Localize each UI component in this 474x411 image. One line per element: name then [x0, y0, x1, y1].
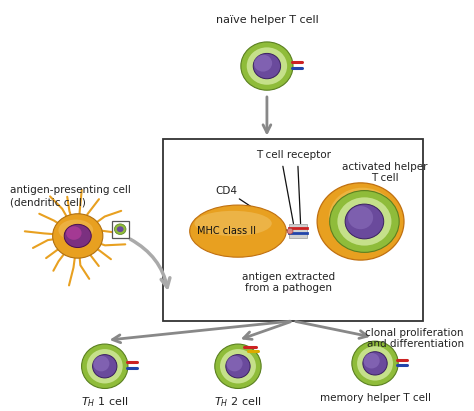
- Text: antigen extracted
from a pathogen: antigen extracted from a pathogen: [242, 272, 335, 293]
- Ellipse shape: [220, 349, 256, 383]
- Ellipse shape: [226, 355, 250, 378]
- Ellipse shape: [227, 356, 243, 372]
- Text: naïve helper T cell: naïve helper T cell: [216, 15, 319, 25]
- Ellipse shape: [66, 226, 82, 240]
- Text: clonal proliferation
and differentiation: clonal proliferation and differentiation: [365, 328, 464, 349]
- Ellipse shape: [87, 349, 123, 383]
- Ellipse shape: [53, 214, 103, 258]
- Ellipse shape: [114, 224, 126, 235]
- Ellipse shape: [82, 344, 128, 388]
- Bar: [163, 139, 423, 321]
- Bar: [289, 224, 307, 238]
- Ellipse shape: [337, 197, 392, 246]
- Ellipse shape: [117, 226, 124, 232]
- Text: activated helper
T cell: activated helper T cell: [342, 162, 428, 183]
- Ellipse shape: [254, 55, 272, 72]
- Ellipse shape: [215, 344, 261, 388]
- Ellipse shape: [352, 341, 398, 386]
- Ellipse shape: [345, 204, 384, 239]
- Ellipse shape: [364, 353, 380, 369]
- Ellipse shape: [328, 188, 396, 247]
- Text: antigen-presenting cell
(dendritic cell): antigen-presenting cell (dendritic cell): [10, 185, 131, 208]
- Bar: [111, 221, 129, 238]
- Ellipse shape: [58, 219, 93, 241]
- Ellipse shape: [287, 228, 293, 234]
- Text: T cell receptor: T cell receptor: [256, 150, 331, 160]
- Ellipse shape: [241, 42, 293, 90]
- Ellipse shape: [357, 346, 393, 381]
- Ellipse shape: [194, 211, 272, 236]
- Text: $T_H$ 2 cell: $T_H$ 2 cell: [214, 395, 262, 409]
- Text: CD4: CD4: [216, 186, 238, 196]
- Ellipse shape: [348, 206, 373, 229]
- Ellipse shape: [190, 205, 286, 257]
- Ellipse shape: [247, 47, 287, 85]
- Ellipse shape: [92, 355, 117, 378]
- Text: memory helper T cell: memory helper T cell: [319, 393, 430, 403]
- Ellipse shape: [363, 352, 387, 375]
- Ellipse shape: [253, 53, 281, 79]
- Text: MHC class II: MHC class II: [198, 226, 256, 236]
- Ellipse shape: [93, 356, 109, 372]
- Ellipse shape: [317, 183, 404, 260]
- Ellipse shape: [330, 191, 399, 252]
- Text: $T_H$ 1 cell: $T_H$ 1 cell: [81, 395, 128, 409]
- Ellipse shape: [64, 224, 91, 247]
